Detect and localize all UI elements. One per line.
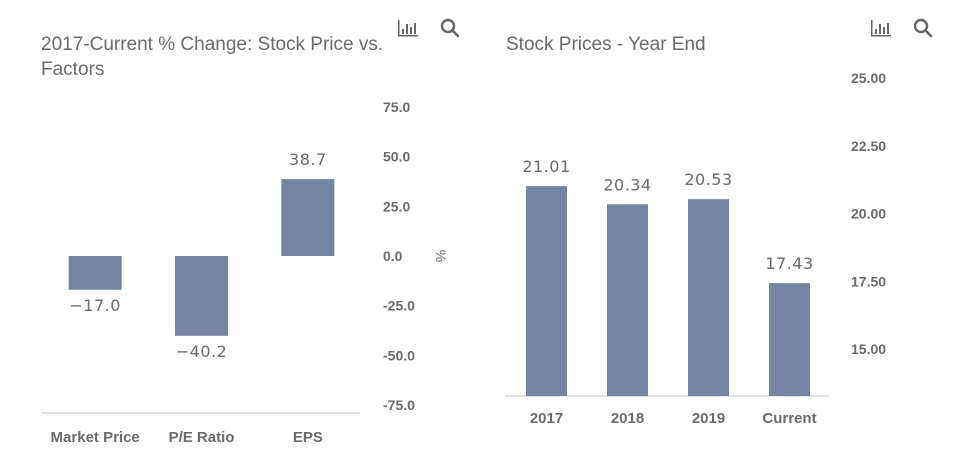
data-label: −40.2 bbox=[176, 342, 228, 361]
y-tick-label: -75.0 bbox=[383, 397, 415, 413]
bar-p-e-ratio bbox=[175, 256, 228, 336]
y-tick-label: 0.0 bbox=[383, 248, 403, 264]
chart1-title-line2: Factors bbox=[41, 59, 105, 80]
data-label: 20.34 bbox=[603, 175, 651, 194]
y-tick-label: 50.0 bbox=[383, 149, 410, 165]
x-tick-label: 2019 bbox=[692, 410, 725, 427]
chart2-title: Stock Prices - Year End bbox=[506, 34, 706, 55]
chart1-plot: 75.0 50.0 25.0 0.0 -25.0 -50.0 -75.0% −17.0 Mark… bbox=[41, 99, 449, 446]
y-tick-label: 20.00 bbox=[851, 206, 886, 222]
x-tick-label: Current bbox=[762, 410, 816, 427]
bar-eps bbox=[281, 179, 335, 256]
x-tick-label: P/E Ratio bbox=[169, 429, 235, 446]
y-tick-label: 75.0 bbox=[383, 99, 410, 115]
y-tick-label: 17.50 bbox=[851, 273, 886, 289]
bar-chart-icon[interactable] bbox=[870, 18, 892, 38]
chart2-plot: 25.0022.5020.0017.5015.00$21.01201720.34… bbox=[505, 70, 886, 427]
y-tick-label: -50.0 bbox=[383, 347, 415, 363]
x-tick-label: 2018 bbox=[611, 410, 644, 427]
y-tick-label: 25.0 bbox=[383, 198, 410, 214]
y-tick-label: -25.0 bbox=[383, 298, 415, 314]
y-axis-title: % bbox=[433, 250, 449, 262]
data-label: 20.53 bbox=[684, 170, 732, 189]
y-tick-label: 25.00 bbox=[851, 70, 886, 86]
bar-2017 bbox=[526, 186, 567, 396]
data-label: 21.01 bbox=[522, 157, 570, 176]
bar-current bbox=[769, 283, 810, 396]
x-tick-label: Market Price bbox=[51, 429, 140, 446]
x-tick-label: EPS bbox=[293, 429, 323, 446]
y-tick-label: 22.50 bbox=[851, 138, 886, 154]
bar-market-price bbox=[68, 256, 122, 290]
x-tick-label: 2017 bbox=[530, 410, 563, 427]
data-label: −17.0 bbox=[69, 296, 121, 315]
bar-chart-icon[interactable] bbox=[397, 18, 419, 38]
chart1-title-line1: 2017-Current % Change: Stock Price vs. bbox=[41, 34, 384, 55]
data-label: 17.43 bbox=[765, 254, 813, 273]
y-tick-label: 15.00 bbox=[851, 341, 886, 357]
bar-2019 bbox=[688, 199, 729, 396]
data-label: 38.7 bbox=[289, 150, 327, 169]
search-icon[interactable] bbox=[913, 18, 933, 38]
bar-2018 bbox=[607, 204, 648, 396]
chart1-title: 2017-Current % Change: Stock Price vs. F… bbox=[41, 32, 383, 82]
search-icon[interactable] bbox=[440, 18, 460, 38]
